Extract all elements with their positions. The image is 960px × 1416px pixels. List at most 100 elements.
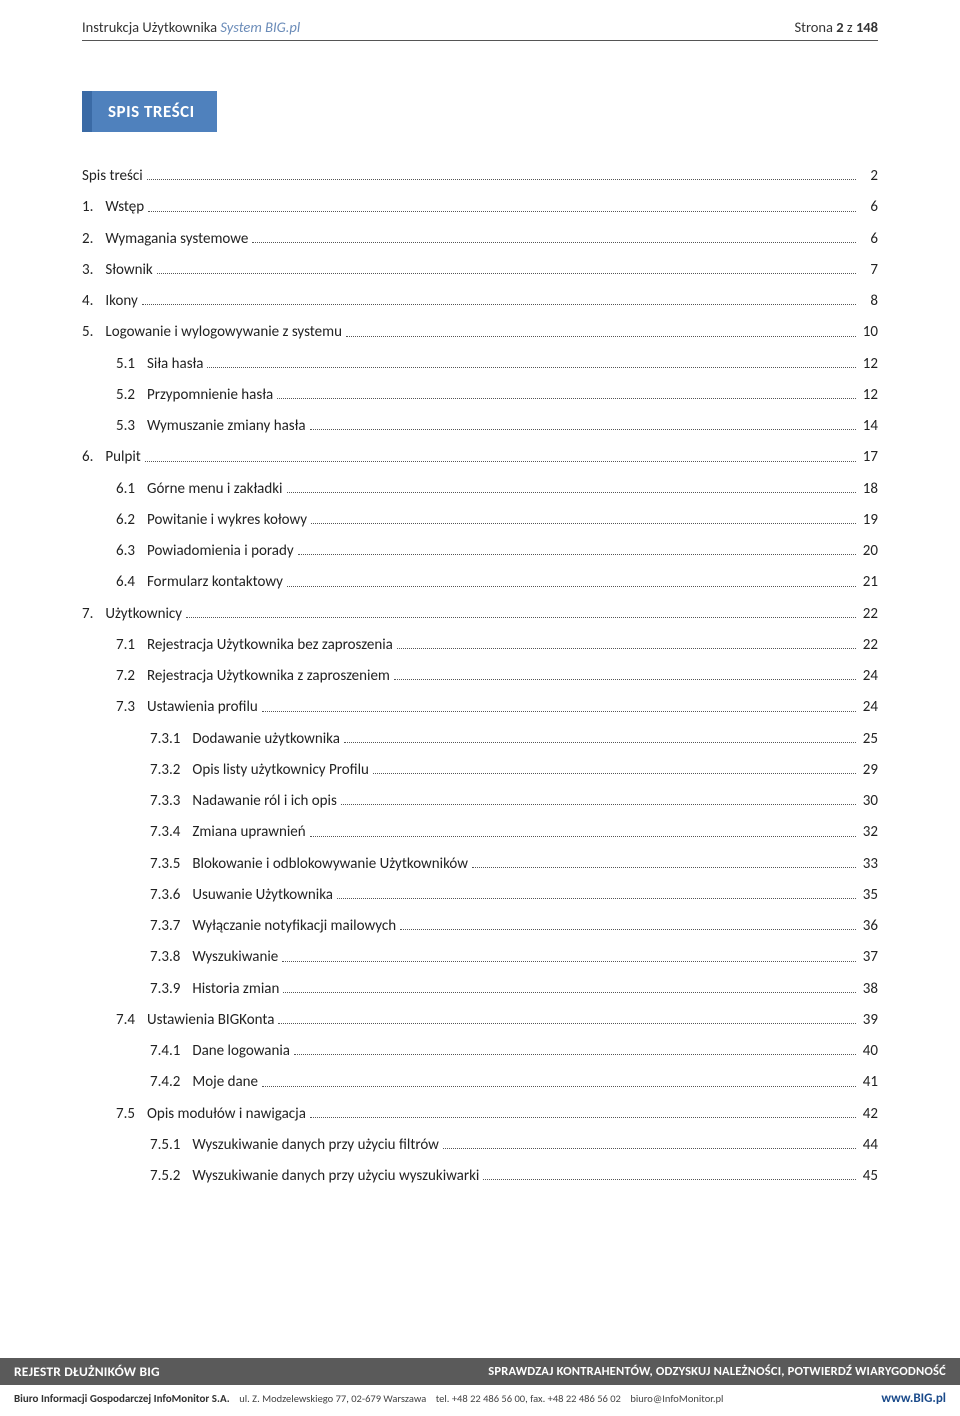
toc-entry[interactable]: 7.3.4Zmiana uprawnień32 — [82, 822, 878, 842]
footer-email: biuro@InfoMonitor.pl — [623, 1392, 723, 1405]
toc-entry[interactable]: 6.Pulpit17 — [82, 447, 878, 467]
toc-entry[interactable]: 4.Ikony8 — [82, 291, 878, 311]
toc-entry-number: 4. — [82, 291, 105, 311]
toc-entry-page: 10 — [860, 322, 878, 342]
toc-entry[interactable]: 6.4Formularz kontaktowy21 — [82, 572, 878, 592]
toc-entry-dots — [310, 1117, 856, 1118]
toc-entry-number: 7.4.2 — [150, 1072, 192, 1092]
toc-entry-dots — [344, 742, 856, 743]
toc-entry-number: 7.5.2 — [150, 1166, 192, 1186]
toc-entry-dots — [262, 711, 856, 712]
toc-entry-number: 7.4 — [116, 1010, 147, 1030]
toc-entry-page: 6 — [860, 229, 878, 249]
toc-entry[interactable]: 7.1Rejestracja Użytkownika bez zaproszen… — [82, 635, 878, 655]
toc-entry-number: 6. — [82, 447, 105, 467]
toc-entry-label: Opis modułów i nawigacja — [147, 1104, 306, 1124]
toc-entry[interactable]: 6.1Górne menu i zakładki18 — [82, 479, 878, 499]
toc-entry[interactable]: 6.2Powitanie i wykres kołowy19 — [82, 510, 878, 530]
toc-entry-dots — [252, 242, 856, 243]
toc-entry[interactable]: 7.5.1Wyszukiwanie danych przy użyciu fil… — [82, 1135, 878, 1155]
footer-info: Biuro Informacji Gospodarczej InfoMonito… — [0, 1385, 960, 1416]
toc-entry[interactable]: 6.3Powiadomienia i porady20 — [82, 541, 878, 561]
toc-entry[interactable]: 7.3.9Historia zmian38 — [82, 979, 878, 999]
toc-entry-label: Rejestracja Użytkownika z zaproszeniem — [147, 666, 390, 686]
toc-entry-dots — [287, 586, 856, 587]
toc-entry-page: 37 — [860, 947, 878, 967]
toc-entry[interactable]: 7.3Ustawienia profilu24 — [82, 697, 878, 717]
toc-entry-page: 14 — [860, 416, 878, 436]
toc-entry-page: 38 — [860, 979, 878, 999]
toc-entry-page: 35 — [860, 885, 878, 905]
toc-entry-page: 36 — [860, 916, 878, 936]
toc-entry-number: 7.3.1 — [150, 729, 192, 749]
toc-entry-page: 29 — [860, 760, 878, 780]
toc-entry-dots — [310, 836, 856, 837]
toc-entry[interactable]: 7.4.1Dane logowania 40 — [82, 1041, 878, 1061]
toc-entry-number: 7.5.1 — [150, 1135, 192, 1155]
toc-heading-box: SPIS TREŚCI — [82, 91, 217, 132]
page-footer: REJESTR DŁUŻNIKÓW BIG SPRAWDZAJ KONTRAHE… — [0, 1358, 960, 1416]
toc-entry-dots — [472, 867, 856, 868]
toc-entry[interactable]: 5.1Siła hasła12 — [82, 354, 878, 374]
toc-entry[interactable]: 7.5Opis modułów i nawigacja42 — [82, 1104, 878, 1124]
toc-entry[interactable]: 5.2Przypomnienie hasła12 — [82, 385, 878, 405]
toc-entry-number: 1. — [82, 197, 105, 217]
toc-entry-dots — [278, 1023, 856, 1024]
footer-bar-left: REJESTR DŁUŻNIKÓW BIG — [14, 1363, 160, 1380]
toc-entry-page: 21 — [860, 572, 878, 592]
footer-info-left: Biuro Informacji Gospodarczej InfoMonito… — [14, 1392, 723, 1405]
toc-entry[interactable]: 7.3.8Wyszukiwanie37 — [82, 947, 878, 967]
toc-entry-dots — [287, 492, 857, 493]
toc-entry[interactable]: 7.4Ustawienia BIGKonta39 — [82, 1010, 878, 1030]
toc-entry-label: Powitanie i wykres kołowy — [147, 510, 307, 530]
toc-entry[interactable]: 7.3.1Dodawanie użytkownika25 — [82, 729, 878, 749]
footer-address-text: ul. Z. Modzelewskiego 77, 02-679 Warszaw… — [239, 1392, 426, 1405]
toc-entry[interactable]: 7.5.2Wyszukiwanie danych przy użyciu wys… — [82, 1166, 878, 1186]
toc-entry-page: 12 — [860, 385, 878, 405]
toc-entry[interactable]: 3.Słownik7 — [82, 260, 878, 280]
toc-entry[interactable]: 2.Wymagania systemowe6 — [82, 229, 878, 249]
toc-entry[interactable]: 7.2Rejestracja Użytkownika z zaproszenie… — [82, 666, 878, 686]
toc-entry-number: 6.3 — [116, 541, 147, 561]
toc-entry-number: 7.5 — [116, 1104, 147, 1124]
page-current: 2 — [836, 18, 843, 36]
toc-entry-label: Wymagania systemowe — [105, 229, 248, 249]
toc-entry-dots — [311, 523, 856, 524]
toc-entry-number: 7.3.8 — [150, 947, 192, 967]
toc-entry[interactable]: 7.3.7Wyłączanie notyfikacji mailowych36 — [82, 916, 878, 936]
toc-entry-label: Dane logowania — [192, 1041, 290, 1061]
toc-entry-label: Historia zmian — [192, 979, 279, 999]
toc-entry[interactable]: 5.Logowanie i wylogowywanie z systemu 10 — [82, 322, 878, 342]
page-content: SPIS TREŚCI Spis treści21.Wstęp62.Wymaga… — [0, 41, 960, 1217]
toc-entry[interactable]: Spis treści2 — [82, 166, 878, 186]
toc-entry-dots — [298, 554, 856, 555]
toc-entry-number: 5. — [82, 322, 105, 342]
toc-entry-dots — [373, 773, 856, 774]
document-page: Instrukcja Użytkownika System BIG.pl Str… — [0, 0, 960, 1416]
toc-entry[interactable]: 5.3Wymuszanie zmiany hasła14 — [82, 416, 878, 436]
toc-entry-label: Ustawienia profilu — [147, 697, 258, 717]
toc-entry-label: Rejestracja Użytkownika bez zaproszenia — [147, 635, 393, 655]
toc-entry-label: Nadawanie ról i ich opis — [192, 791, 336, 811]
toc-entry-label: Wyszukiwanie danych przy użyciu wyszukiw… — [192, 1166, 479, 1186]
toc-entry-page: 18 — [860, 479, 878, 499]
page-header: Instrukcja Użytkownika System BIG.pl Str… — [0, 0, 960, 40]
toc-entry[interactable]: 7.3.3Nadawanie ról i ich opis30 — [82, 791, 878, 811]
toc-entry-page: 25 — [860, 729, 878, 749]
toc-entry-label: Logowanie i wylogowywanie z systemu — [105, 322, 342, 342]
toc-entry[interactable]: 7.3.2Opis listy użytkownicy Profilu29 — [82, 760, 878, 780]
toc-entry[interactable]: 7.3.6Usuwanie Użytkownika35 — [82, 885, 878, 905]
toc-entry-label: Wymuszanie zmiany hasła — [147, 416, 306, 436]
toc-entry-label: Użytkownicy — [105, 604, 182, 624]
toc-entry-dots — [283, 992, 856, 993]
toc-entry[interactable]: 7.Użytkownicy22 — [82, 604, 878, 624]
toc-entry-dots — [483, 1179, 856, 1180]
toc-entry-dots — [186, 617, 856, 618]
toc-entry-page: 40 — [860, 1041, 878, 1061]
toc-entry-label: Wstęp — [105, 197, 144, 217]
page-word: Strona — [794, 18, 833, 36]
toc-entry[interactable]: 7.4.2Moje dane41 — [82, 1072, 878, 1092]
toc-entry-number: 7.4.1 — [150, 1041, 192, 1061]
toc-entry[interactable]: 1.Wstęp6 — [82, 197, 878, 217]
toc-entry[interactable]: 7.3.5Blokowanie i odblokowywanie Użytkow… — [82, 854, 878, 874]
